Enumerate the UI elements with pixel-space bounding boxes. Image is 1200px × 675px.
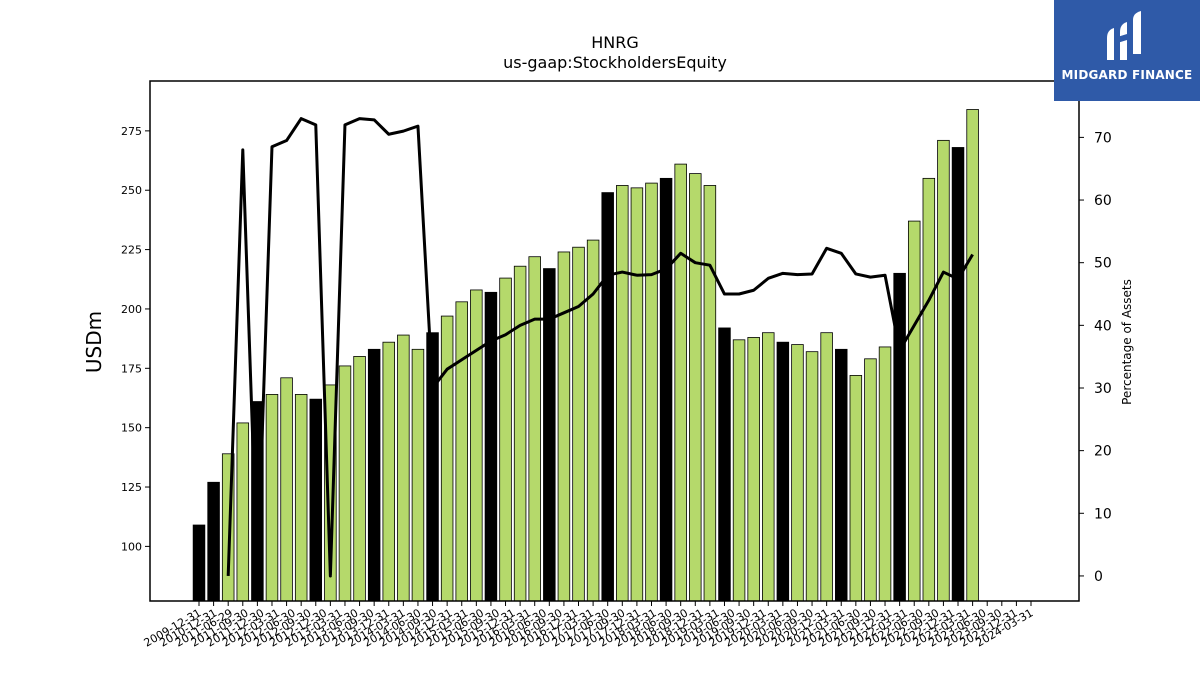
- right-tick-label: 50: [1094, 256, 1112, 272]
- right-tick-label: 20: [1094, 444, 1112, 460]
- right-tick-label: 70: [1094, 130, 1112, 146]
- bar-2016-12-31: [601, 192, 614, 602]
- line-series: [226, 117, 974, 578]
- bar-2014-09-30: [470, 289, 483, 602]
- left-tick-label: 175: [121, 362, 142, 375]
- bar-2023-03-31: [966, 109, 979, 602]
- bar-2009-12-31: [192, 524, 206, 602]
- left-tick-label: 225: [121, 244, 142, 257]
- left-tick-label: 200: [121, 303, 142, 316]
- right-tick-label: 40: [1094, 318, 1112, 334]
- left-axis-ticks: 100 125 150 175 200 225 250 275: [121, 125, 150, 553]
- left-tick-label: 125: [121, 481, 142, 494]
- bar-2013-09-30: [411, 348, 425, 602]
- bar-2018-06-30: [689, 173, 702, 602]
- bar-2016-06-30: [572, 246, 585, 602]
- y-axis-label-left: USDm: [82, 311, 106, 373]
- y-axis-label-right: Percentage of Assets: [1120, 279, 1134, 405]
- bar-2014-03-31: [440, 315, 454, 602]
- right-axis-ticks: 0 10 20 30 40 50 60 70: [1079, 130, 1112, 585]
- bar-2012-06-30: [338, 365, 352, 602]
- bar-2020-09-30: [820, 332, 833, 602]
- bar-2014-06-30: [455, 301, 468, 602]
- bar-2019-03-31: [732, 339, 746, 602]
- bar-2010-03-31: [207, 481, 220, 602]
- chart-title: HNRG: [591, 33, 639, 52]
- percentage-of-assets-line: [226, 117, 974, 578]
- bar-2015-06-30: [513, 265, 527, 602]
- chart-subtitle: us-gaap:StockholdersEquity: [503, 53, 727, 72]
- bar-2019-06-30: [747, 337, 760, 602]
- bar-2021-06-30: [864, 358, 877, 602]
- right-tick-label: 60: [1094, 193, 1112, 209]
- right-tick-label: 30: [1094, 381, 1112, 397]
- x-axis-ticks: 2009-12-312010-12-312011-06-292011-09-30…: [142, 601, 1036, 650]
- left-tick-label: 250: [121, 184, 142, 197]
- logo-text: MIDGARD FINANCE: [1061, 68, 1193, 82]
- left-tick-label: 100: [121, 540, 142, 553]
- bar-2022-09-30: [937, 139, 950, 602]
- bar-2016-03-31: [557, 251, 571, 602]
- bar-2022-03-31: [907, 220, 921, 602]
- bar-2021-09-30: [878, 346, 892, 602]
- bar-2011-12-31: [309, 398, 323, 602]
- plot-frame: [149, 80, 1080, 602]
- bar-series: [192, 109, 979, 602]
- bar-2022-06-30: [922, 177, 936, 602]
- left-tick-label: 150: [121, 422, 142, 435]
- bar-2018-09-30: [703, 185, 717, 602]
- bar-2020-12-31: [835, 348, 848, 602]
- bar-2017-03-31: [616, 185, 629, 602]
- bar-2019-12-31: [776, 341, 790, 602]
- bar-2015-03-31: [499, 277, 512, 602]
- bar-2015-09-30: [528, 256, 541, 602]
- midgard-finance-logo-icon: [1107, 11, 1141, 60]
- bar-2017-06-30: [630, 187, 644, 602]
- left-tick-label: 275: [121, 125, 142, 138]
- bar-2017-12-31: [659, 177, 673, 602]
- right-tick-label: 10: [1094, 506, 1112, 522]
- midgard-finance-logo: MIDGARD FINANCE: [1054, 0, 1200, 101]
- bar-2011-06-30: [280, 377, 293, 602]
- bar-2011-09-30: [294, 394, 308, 602]
- bar-2019-09-30: [762, 332, 775, 602]
- bar-2021-03-31: [849, 375, 863, 602]
- bar-2011-03-31: [265, 394, 279, 602]
- bar-2018-12-31: [718, 327, 731, 602]
- bar-2010-09-30: [236, 422, 250, 602]
- axes: [149, 80, 1080, 602]
- bar-2022-12-31: [951, 147, 965, 602]
- bar-2013-03-31: [382, 341, 396, 602]
- bar-2018-03-31: [674, 163, 687, 602]
- right-tick-label: 0: [1094, 569, 1103, 585]
- bar-2020-03-31: [791, 344, 804, 602]
- bar-2020-06-30: [805, 351, 819, 602]
- bar-2017-09-30: [645, 182, 658, 602]
- bar-2012-09-30: [353, 356, 366, 602]
- bar-2013-06-30: [397, 334, 410, 602]
- bar-2012-12-31: [367, 348, 381, 602]
